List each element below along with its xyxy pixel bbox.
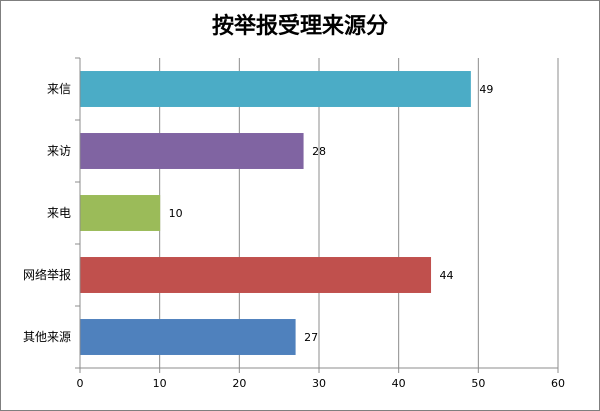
x-tick-label: 60 xyxy=(551,377,565,390)
x-tick-label: 0 xyxy=(77,377,84,390)
x-tick-label: 30 xyxy=(312,377,326,390)
bar-2 xyxy=(80,133,304,169)
category-label: 来电 xyxy=(47,206,71,220)
category-label: 其他来源 xyxy=(23,330,71,344)
x-tick-label: 40 xyxy=(392,377,406,390)
category-label: 来信 xyxy=(47,82,71,96)
labels: 0 10 20 30 40 50 60 来信 49 来访 28 来电 10 网络举报 44 其他来源 27 xyxy=(23,82,565,390)
bar-3 xyxy=(80,195,161,231)
data-label: 28 xyxy=(312,145,326,158)
gridlines xyxy=(159,58,559,368)
x-tick-label: 50 xyxy=(471,377,485,390)
category-label: 网络举报 xyxy=(23,267,71,282)
x-tick-label: 10 xyxy=(153,377,167,390)
data-label: 44 xyxy=(440,269,454,282)
bar-5 xyxy=(80,319,296,355)
bar-4 xyxy=(80,257,432,293)
category-label: 来访 xyxy=(47,144,71,158)
data-label: 27 xyxy=(304,331,318,344)
bar-1 xyxy=(80,71,471,107)
chart-title: 按举报受理来源分 xyxy=(211,13,388,39)
x-tick-label: 20 xyxy=(232,377,246,390)
data-label: 10 xyxy=(169,207,183,220)
axes xyxy=(75,57,559,373)
bars xyxy=(80,71,471,355)
data-label: 49 xyxy=(479,83,493,96)
